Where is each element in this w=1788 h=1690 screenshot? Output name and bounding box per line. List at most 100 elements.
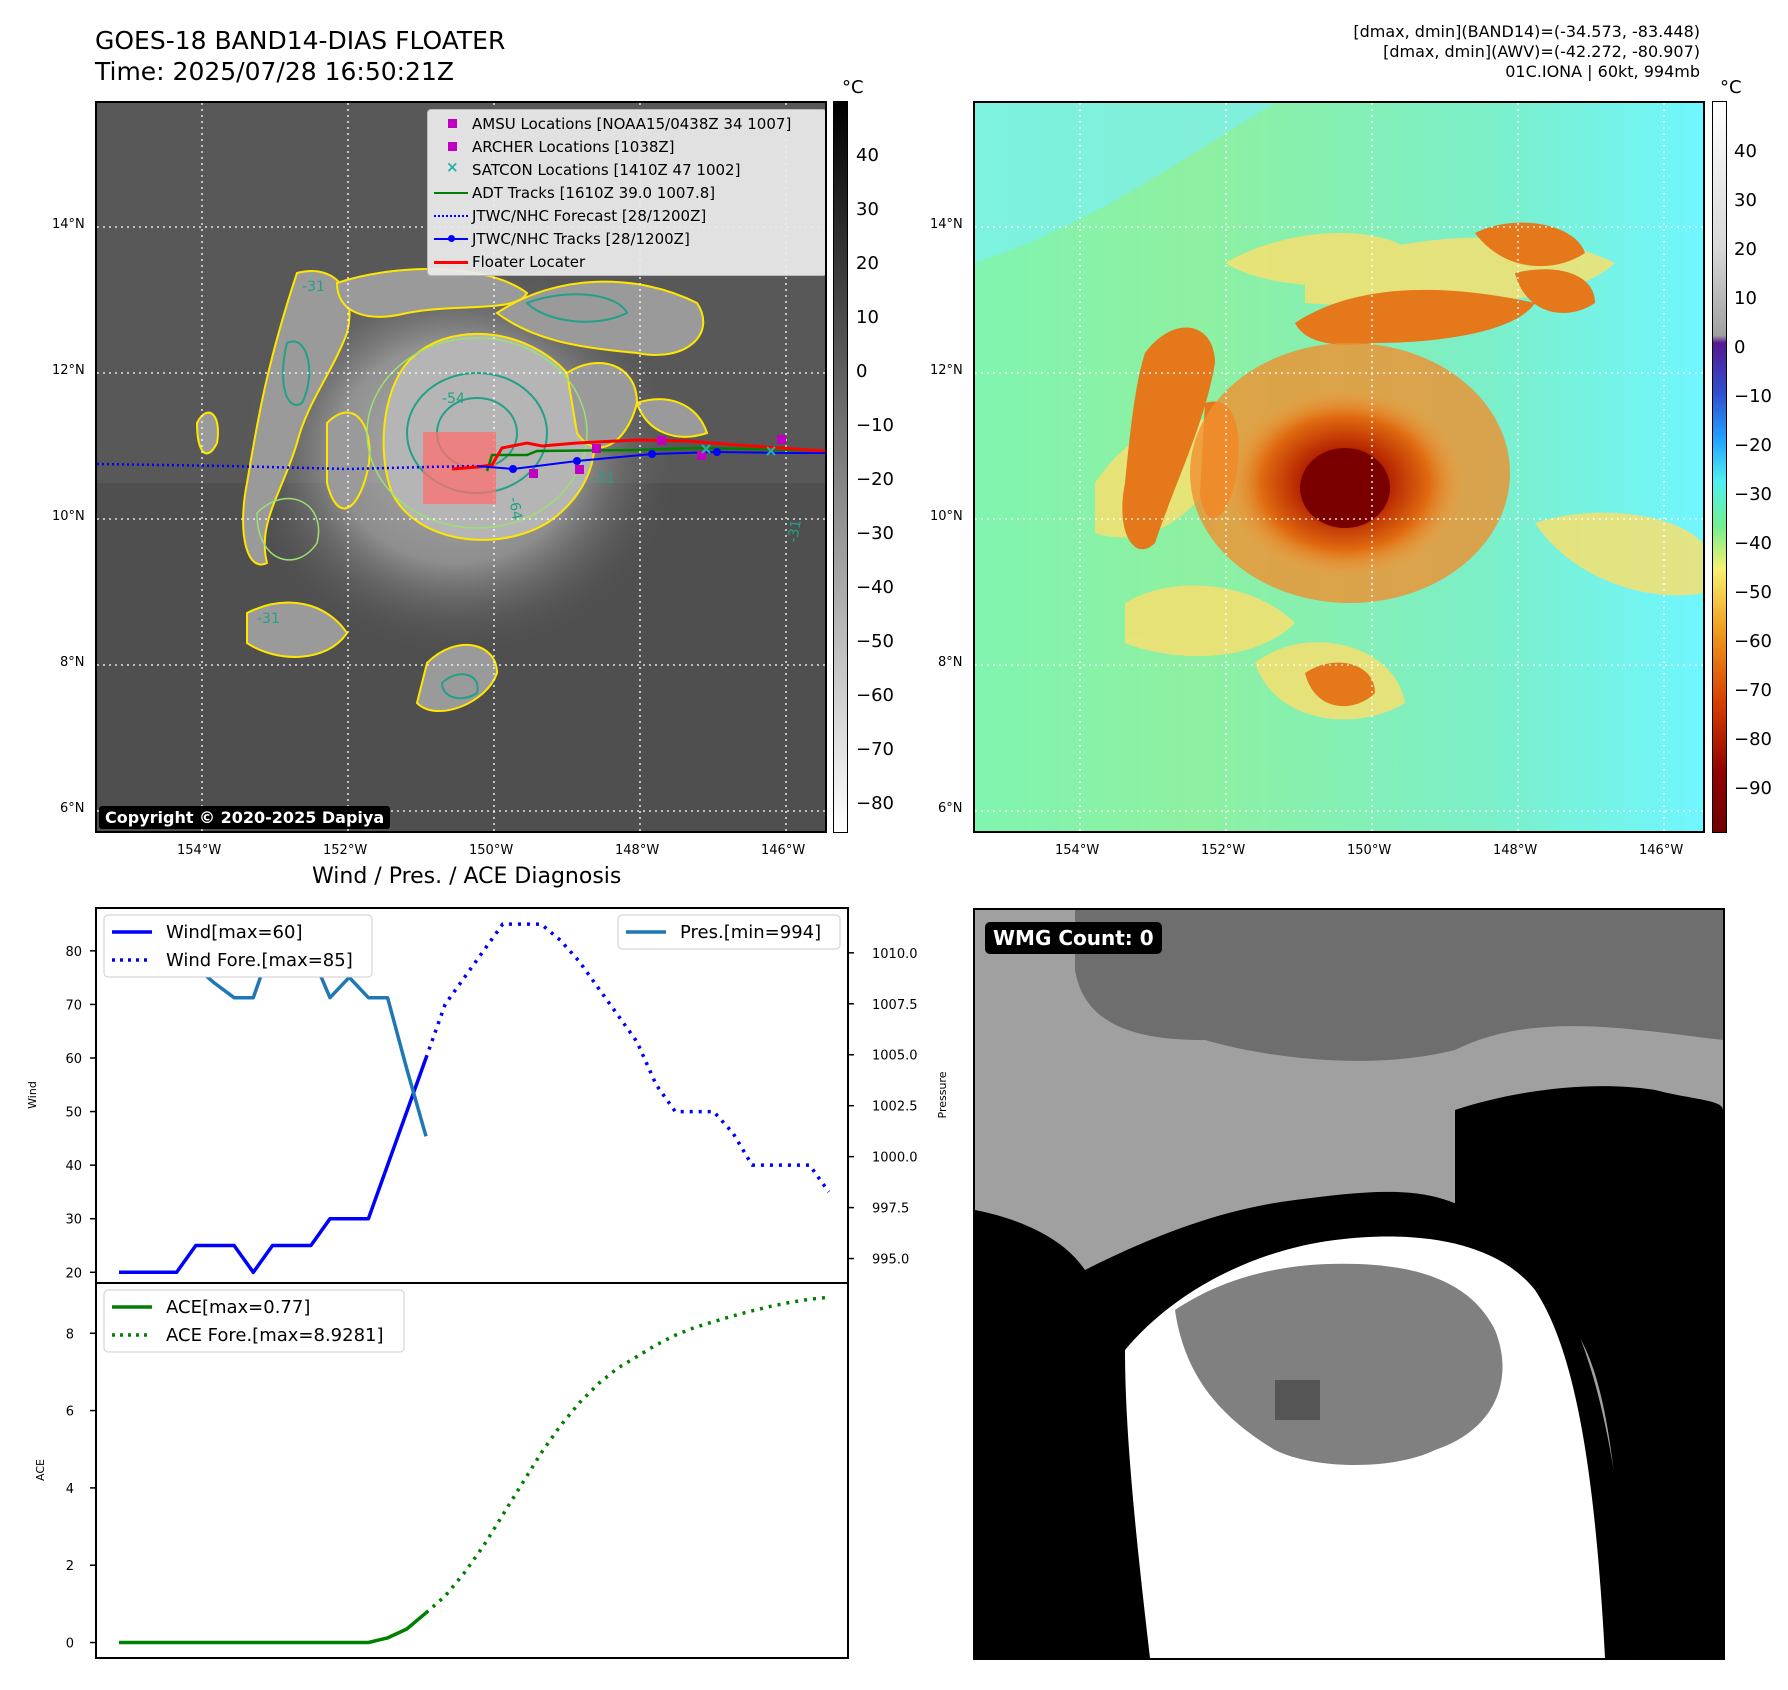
pressure-tick-label: 997.5: [872, 1202, 909, 1217]
ace-tick-label: 0: [66, 1637, 74, 1652]
wind-tick-label: 50: [65, 1106, 82, 1121]
color-ir-map-image: [975, 103, 1703, 831]
legend-label: JTWC/NHC Tracks [28/1200Z]: [472, 229, 690, 248]
ace-tick-label: 8: [66, 1327, 74, 1342]
info-line-2: [dmax, dmin](AWV)=(-42.272, -80.907): [1383, 42, 1700, 61]
info-line-3: 01C.IONA | 60kt, 994mb: [1505, 62, 1700, 81]
title-line-2: Time: 2025/07/28 16:50:21Z: [95, 57, 454, 86]
legend-label: AMSU Locations [NOAA15/0438Z 34 1007]: [472, 114, 792, 133]
color-ir-map-panel: [973, 101, 1705, 833]
legend-line-forecast: [432, 204, 472, 227]
legend-label: ARCHER Locations [1038Z]: [472, 137, 675, 156]
lon-label: 148°W: [1493, 843, 1538, 858]
diagnosis-title: Wind / Pres. / ACE Diagnosis: [312, 864, 622, 889]
legend-label: JTWC/NHC Forecast [28/1200Z]: [472, 206, 707, 225]
contour-value-labels: -31 -31 -54 -64 -31 -31: [257, 279, 805, 627]
lon-label: 154°W: [177, 843, 222, 858]
ace-tick-label: 6: [66, 1405, 74, 1420]
wind-axis-label: Wind: [26, 1081, 39, 1109]
colorbar-label: −80: [856, 793, 894, 814]
ir-colorbar-unit: °C: [842, 77, 864, 98]
legend-marker-satcon: ×: [446, 158, 459, 176]
colorbar-label: 30: [856, 199, 879, 220]
lon-label: 154°W: [1055, 843, 1100, 858]
legend-item: ARCHER Locations [1038Z]: [432, 135, 822, 158]
colorbar-label: 40: [856, 145, 879, 166]
plot-title: GOES-18 BAND14-DIAS FLOATER Time: 2025/0…: [95, 25, 505, 87]
colorbar-label: −60: [1734, 631, 1772, 652]
lat-label: 8°N: [938, 655, 963, 670]
ace-lines: [119, 1295, 829, 1645]
ace-forecast-series-line: [424, 1295, 829, 1615]
lat-label: 12°N: [52, 363, 85, 378]
legend-item: × SATCON Locations [1410Z 47 1002]: [432, 158, 822, 181]
lat-label: 12°N: [930, 363, 963, 378]
contour-label: -64: [505, 496, 525, 521]
legend-item: JTWC/NHC Forecast [28/1200Z]: [432, 204, 822, 227]
contour-label: -31: [302, 279, 325, 295]
ace-series-line: [119, 1611, 428, 1645]
copyright-badge: Copyright © 2020-2025 Dapiya: [99, 806, 391, 829]
color-colorbar-unit: °C: [1720, 77, 1742, 98]
wind-tick-label: 40: [65, 1159, 82, 1174]
pressure-legend: Pres.[min=994]: [617, 914, 841, 950]
colorbar-label: −70: [1734, 680, 1772, 701]
ir-map-panel: -31 -31 -54 -64 -31 -31 AMSU Locations […: [95, 101, 827, 833]
colorbar-label: 10: [856, 307, 879, 328]
colorbar-label: −80: [1734, 729, 1772, 750]
pressure-tick-label: 1000.0: [872, 1151, 918, 1166]
colorbar-label: 0: [856, 361, 868, 382]
wind-forecast-series-line: [424, 922, 831, 1193]
pressure-tick-label: 1010.0: [872, 947, 918, 962]
cloud-bands: [195, 268, 709, 713]
colorbar-label: −50: [856, 631, 894, 652]
pressure-tick-label: 1002.5: [872, 1100, 918, 1115]
wmg-black-region-right: [1455, 1086, 1723, 1658]
lon-label: 150°W: [1347, 843, 1392, 858]
colorbar-label: 40: [1734, 141, 1757, 162]
wmg-dark-gray-region: [1075, 910, 1723, 1061]
legend-label: ADT Tracks [1610Z 39.0 1007.8]: [472, 183, 716, 202]
colorbar-label: −70: [856, 739, 894, 760]
lon-label: 150°W: [469, 843, 514, 858]
storm-cold-center: [1300, 448, 1390, 528]
wind-tick-label: 60: [65, 1052, 82, 1067]
pressure-tick-label: 1007.5: [872, 998, 918, 1013]
color-map-grid: [975, 103, 1703, 831]
lon-label: 146°W: [761, 843, 806, 858]
legend-item: Floater Locater: [432, 250, 822, 273]
contour-label: -31: [257, 611, 280, 627]
legend-label-ace-forecast: ACE Fore.[max=8.9281]: [166, 1325, 384, 1346]
wind-tick-label: 20: [65, 1266, 82, 1281]
legend-item: ADT Tracks [1610Z 39.0 1007.8]: [432, 181, 822, 204]
amsu-archer-points: [529, 435, 786, 478]
storm-info: [dmax, dmin](BAND14)=(-34.573, -83.448) …: [1353, 22, 1700, 82]
floater-locater-track: [451, 438, 825, 471]
colorbar-label: −50: [1734, 582, 1772, 603]
legend-label-pressure: Pres.[min=994]: [680, 922, 821, 943]
lon-label: 152°W: [1201, 843, 1246, 858]
pressure-tick-label: 995.0: [872, 1253, 909, 1268]
ace-tick-label: 2: [66, 1559, 74, 1574]
colorbar-label: 0: [1734, 337, 1746, 358]
wmg-count-badge: WMG Count: 0: [985, 922, 1162, 954]
wmg-image: [975, 910, 1723, 1658]
lat-label: 14°N: [930, 217, 963, 232]
colorbar-label: −10: [1734, 386, 1772, 407]
wmg-panel: WMG Count: 0: [973, 908, 1725, 1660]
wind-tick-label: 80: [65, 945, 82, 960]
lat-label: 6°N: [938, 801, 963, 816]
legend-label: SATCON Locations [1410Z 47 1002]: [472, 160, 741, 179]
lat-label: 10°N: [52, 509, 85, 524]
colorbar-label: −30: [856, 523, 894, 544]
pressure-axis-ticks: 995.0 997.5 1000.0 1002.5 1005.0 1007.5 1010.0: [848, 947, 918, 1268]
colorbar-label: −40: [856, 577, 894, 598]
contour-label: -54: [442, 391, 465, 407]
lon-label: 148°W: [615, 843, 660, 858]
wind-tick-label: 30: [65, 1213, 82, 1228]
pressure-axis-label: Pressure: [936, 1071, 949, 1118]
colorbar-label: −30: [1734, 484, 1772, 505]
legend-label-wind: Wind[max=60]: [166, 922, 303, 943]
colorbar-label: 20: [1734, 239, 1757, 260]
